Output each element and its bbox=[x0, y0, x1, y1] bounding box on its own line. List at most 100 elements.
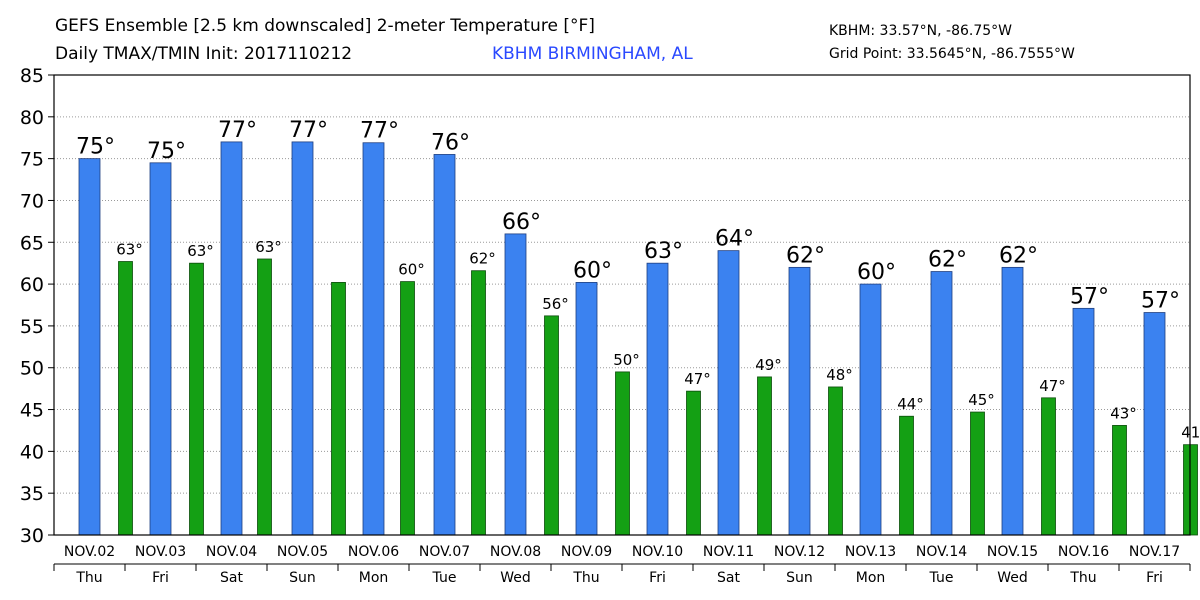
tmax-bar bbox=[1001, 266, 1024, 536]
y-tick-label: 85 bbox=[20, 65, 44, 87]
tmin-bar bbox=[1041, 397, 1056, 536]
x-weekday-label: Thu bbox=[572, 570, 599, 586]
tmin-bar bbox=[757, 376, 772, 536]
tmin-bar bbox=[1112, 425, 1127, 536]
tmin-bar bbox=[257, 258, 272, 536]
tmax-data-label: 60° bbox=[857, 260, 896, 285]
tmin-bar bbox=[899, 415, 914, 536]
x-weekday-label: Wed bbox=[997, 570, 1028, 586]
tmin-bar bbox=[189, 262, 204, 536]
tmax-bar bbox=[220, 141, 243, 536]
tmax-data-label: 63° bbox=[644, 239, 683, 264]
x-weekday-label: Tue bbox=[929, 570, 954, 586]
tmax-bar bbox=[859, 283, 882, 536]
y-tick-label: 55 bbox=[20, 316, 44, 338]
x-date-label: NOV.17 bbox=[1129, 544, 1180, 560]
tmax-bar bbox=[646, 262, 669, 536]
x-weekday-label: Fri bbox=[152, 570, 169, 586]
tmax-data-label: 66° bbox=[502, 210, 541, 235]
x-weekday-label: Fri bbox=[1146, 570, 1163, 586]
y-tick-label: 80 bbox=[20, 107, 44, 129]
y-tick-label: 70 bbox=[20, 190, 44, 212]
x-date-label: NOV.06 bbox=[348, 544, 399, 560]
x-date-label: NOV.02 bbox=[64, 544, 115, 560]
tmin-data-label: 44° bbox=[897, 395, 924, 413]
tmax-data-label: 77° bbox=[218, 118, 257, 143]
tmin-bar bbox=[615, 371, 630, 536]
tmax-data-label: 62° bbox=[786, 243, 825, 268]
tmax-data-label: 57° bbox=[1141, 289, 1180, 314]
x-date-label: NOV.04 bbox=[206, 544, 257, 560]
y-tick-label: 45 bbox=[20, 400, 44, 422]
x-weekday-label: Tue bbox=[432, 570, 457, 586]
tmax-data-label: 60° bbox=[573, 258, 612, 283]
tmin-data-label: 47° bbox=[1039, 377, 1066, 395]
x-date-label: NOV.12 bbox=[774, 544, 825, 560]
tmax-data-label: 77° bbox=[289, 118, 328, 143]
tmin-bar bbox=[686, 390, 701, 536]
tmax-data-label: 57° bbox=[1070, 284, 1109, 309]
tmin-data-label: 63° bbox=[255, 238, 282, 256]
tmax-bar bbox=[291, 141, 314, 536]
y-tick-label: 35 bbox=[20, 483, 44, 505]
tmin-data-label: 49° bbox=[755, 356, 782, 374]
tmin-bar bbox=[400, 281, 415, 536]
location-label: KBHM BIRMINGHAM, AL bbox=[492, 44, 693, 64]
x-date-label: NOV.07 bbox=[419, 544, 470, 560]
tmin-bar bbox=[331, 282, 346, 536]
tmax-data-label: 75° bbox=[147, 139, 186, 164]
y-tick-label: 30 bbox=[20, 525, 44, 547]
tmax-bar bbox=[717, 250, 740, 536]
x-weekday-label: Mon bbox=[856, 570, 886, 586]
x-weekday-label: Sat bbox=[220, 570, 243, 586]
y-tick-label: 75 bbox=[20, 149, 44, 171]
tmin-bar bbox=[828, 386, 843, 536]
tmax-data-label: 62° bbox=[999, 243, 1038, 268]
plot-frame bbox=[53, 74, 1191, 536]
x-date-label: NOV.14 bbox=[916, 544, 967, 560]
tmax-bar bbox=[362, 142, 385, 536]
tmin-data-label: 56° bbox=[542, 295, 569, 313]
tmax-bar bbox=[930, 271, 953, 536]
tmax-bar bbox=[149, 162, 172, 536]
x-weekday-label: Thu bbox=[75, 570, 102, 586]
tmin-bar bbox=[970, 411, 985, 536]
tmin-data-label: 43° bbox=[1110, 404, 1137, 422]
tmin-data-label: 47° bbox=[684, 370, 711, 388]
x-weekday-label: Mon bbox=[359, 570, 389, 586]
tmax-bar bbox=[433, 154, 456, 536]
tmin-data-label: 50° bbox=[613, 351, 640, 369]
x-date-label: NOV.10 bbox=[632, 544, 683, 560]
tmin-data-label: 45° bbox=[968, 391, 995, 409]
x-date-label: NOV.11 bbox=[703, 544, 754, 560]
x-date-label: NOV.13 bbox=[845, 544, 896, 560]
tmax-data-label: 77° bbox=[360, 119, 399, 144]
chart-title: GEFS Ensemble [2.5 km downscaled] 2-mete… bbox=[55, 16, 595, 36]
tmax-bar bbox=[788, 266, 811, 536]
tmax-bar bbox=[78, 158, 101, 536]
tmax-data-label: 75° bbox=[76, 135, 115, 160]
chart-subtitle: Daily TMAX/TMIN Init: 2017110212 bbox=[55, 44, 353, 64]
y-tick-label: 65 bbox=[20, 232, 44, 254]
x-date-label: NOV.08 bbox=[490, 544, 541, 560]
tmax-bar bbox=[1072, 307, 1095, 536]
tmax-bar bbox=[1143, 312, 1166, 536]
x-date-label: NOV.03 bbox=[135, 544, 186, 560]
y-tick-label: 50 bbox=[20, 358, 44, 380]
tmin-bar bbox=[544, 315, 559, 536]
x-weekday-label: Sat bbox=[717, 570, 740, 586]
tmax-data-label: 64° bbox=[715, 227, 754, 252]
tmin-data-label: 41° bbox=[1181, 424, 1200, 442]
tmin-bar bbox=[118, 261, 133, 536]
station-coords: KBHM: 33.57°N, -86.75°W bbox=[829, 23, 1012, 39]
tmin-data-label: 63° bbox=[187, 242, 214, 260]
x-date-label: NOV.05 bbox=[277, 544, 328, 560]
x-weekday-label: Sun bbox=[786, 570, 813, 586]
y-tick-label: 60 bbox=[20, 274, 44, 296]
tmax-bar bbox=[575, 282, 598, 536]
y-tick-label: 40 bbox=[20, 441, 44, 463]
tmin-data-label: 60° bbox=[398, 261, 425, 279]
x-date-label: NOV.16 bbox=[1058, 544, 1109, 560]
x-weekday-label: Fri bbox=[649, 570, 666, 586]
x-weekday-label: Thu bbox=[1069, 570, 1096, 586]
